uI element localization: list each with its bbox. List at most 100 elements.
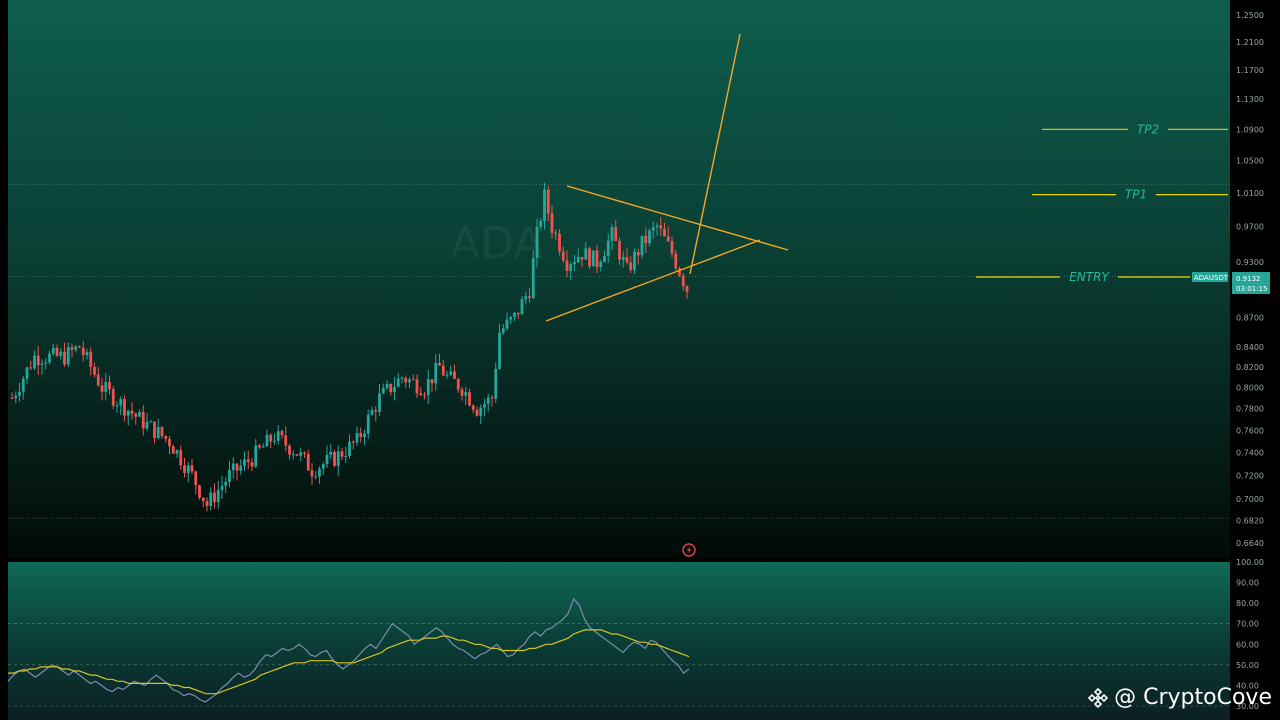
candle-body [310,470,314,477]
candle-body [213,492,216,502]
candle-body [415,379,419,394]
rsi-tick-4: 60.00 [1236,640,1259,649]
candle-body [366,414,370,434]
candle-body [220,485,224,491]
price-tick-19: 0.6640 [1236,539,1264,548]
level-label-tp1: TP1 [1125,188,1147,202]
price-tick-16: 0.7200 [1236,471,1264,480]
lightning-bolt-icon[interactable] [682,543,696,557]
candle-body [254,445,258,467]
candle-body [81,347,85,356]
price-tick-11: 0.8200 [1236,363,1264,372]
candle-body [411,379,415,381]
candle-body [228,470,231,482]
candle-body [59,351,63,356]
candle-body [516,312,520,315]
candle-body [558,233,561,252]
candle-body [149,421,153,423]
candle-body [554,232,558,234]
candle-body [370,410,374,415]
candle-body [74,346,78,350]
candle-body [441,365,445,376]
candle-body [573,262,576,265]
level-label-entry: ENTRY [1069,270,1110,284]
price-axis: 1.2500 1.2100 1.1700 1.1300 1.0900 1.0500 1.01… [1236,11,1264,548]
candle-body [96,374,100,386]
price-tick-3: 1.1300 [1236,95,1264,104]
candle-body [456,378,460,390]
candle-body [655,225,659,228]
candle-body [610,227,614,241]
candle-body [333,451,336,466]
candle-body [134,413,138,417]
triangle-lower-line [545,239,761,322]
candle-body [51,347,55,354]
price-tick-1: 1.2100 [1236,38,1264,47]
candle-body [423,394,426,396]
price-tick-7: 0.9700 [1236,223,1264,232]
price-tick-18: 0.6820 [1236,517,1264,526]
candle-body [231,463,235,471]
candle-body [569,264,573,271]
candle-body [239,465,243,471]
candle-body [123,398,126,416]
candle-body [359,432,363,437]
candle-body [224,481,228,486]
price-tick-9: 0.8700 [1236,314,1264,323]
candle-body [404,377,408,383]
price-tick-10: 0.8400 [1236,343,1264,352]
candle-body [156,426,160,439]
candle-body [663,228,666,237]
candle-body [381,387,385,394]
price-tick-17: 0.7000 [1236,495,1264,504]
candle-body [513,312,516,317]
candle-body [104,382,108,392]
candle-body [486,397,490,405]
candle-body [280,431,284,436]
candle-body [194,471,198,486]
rsi-tick-0: 100.00 [1236,558,1264,567]
candle-body [295,454,299,456]
candle-body [138,412,141,417]
symbol-tag [1192,272,1228,282]
candle-body [329,451,333,455]
candle-body [276,431,280,441]
candle-body [618,241,621,260]
candle-body [141,412,145,429]
candle-body [288,445,291,455]
candle-body [670,240,674,254]
candle-body [201,497,205,502]
candle-body [614,227,618,242]
candle-body [408,379,411,383]
candle-body [209,492,213,507]
candle-body [528,296,531,299]
candle-body [580,257,584,260]
candle-body [490,397,494,399]
candle-body [183,465,186,473]
candle-body [321,464,325,469]
price-tag [1232,272,1270,294]
candle-body [306,453,310,471]
candle-body [385,383,389,388]
price-tick-12: 0.8000 [1236,384,1264,393]
candle-body [355,432,359,443]
candle-body [29,367,33,369]
rsi-lines [7,597,690,703]
candle-body [389,383,393,393]
candle-body [63,351,66,365]
candle-body [524,296,528,300]
candle-body [198,485,201,498]
symbol-tag-text: ADAUSDT [1194,274,1229,282]
candle-body [273,440,276,442]
candle-body [171,446,175,454]
candle-body [21,378,25,392]
candle-body [674,253,678,269]
candle-body [468,392,471,406]
candle-body [111,389,115,406]
price-tick-2: 1.1700 [1236,66,1264,75]
candle-body [10,397,14,399]
candle-body [543,189,546,221]
price-tick-14: 0.7600 [1236,426,1264,435]
price-tag-value: 0.9132 [1236,275,1261,283]
